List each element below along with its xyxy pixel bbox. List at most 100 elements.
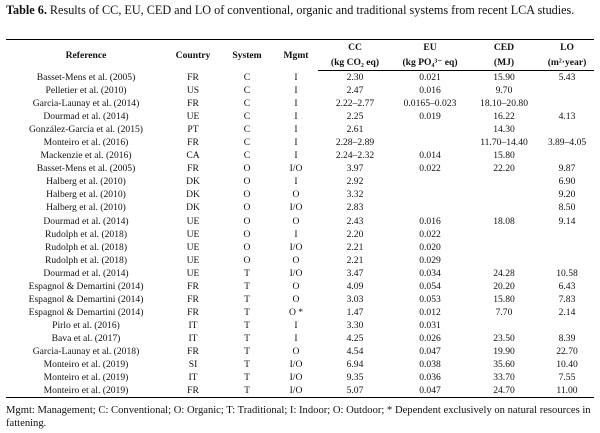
table-row: Pirlo et al. (2016) IT T I 3.30 0.031 — [6, 319, 594, 332]
table-row: Bava et al. (2017) IT T I 4.25 0.026 23.50 8.39 — [6, 332, 594, 345]
table-row: Espagnol & Demartini (2014) FR T O * 1.47 0.0… — [6, 306, 594, 319]
cell-lo: 7.83 — [558, 293, 576, 305]
cell-eu: 0.038 — [419, 359, 441, 371]
cell-country: FR — [187, 293, 199, 305]
cell-lo — [540, 84, 594, 97]
cell-system: O — [243, 176, 251, 188]
cell-mgmt: I — [294, 124, 298, 136]
header-eu: EU — [392, 39, 468, 55]
cell-cc: 3.47 — [346, 267, 364, 279]
cell-system: O — [243, 228, 251, 240]
cell-mgmt: I — [294, 332, 298, 344]
cell-mgmt: I/O — [289, 359, 303, 371]
cell-eu: 0.022 — [419, 228, 441, 240]
cell-ced: 35.60 — [493, 359, 515, 371]
cell-mgmt: O * — [288, 306, 304, 318]
cell-country: SI — [188, 359, 198, 371]
cell-system: O — [243, 241, 251, 253]
cell-country: DK — [186, 176, 200, 188]
cell-mgmt: O — [292, 215, 300, 227]
cell-system: T — [244, 280, 250, 292]
table-row: Garcia-Launay et al. (2018) FR T O 4.54 0.047… — [6, 345, 594, 358]
table-footnote: Mgmt: Management; C: Conventional; O: Or… — [6, 405, 591, 429]
cell-ced: 20.20 — [493, 280, 515, 292]
cell-mgmt: I — [294, 176, 298, 188]
cell-cc: 2.83 — [346, 202, 364, 214]
cell-ced: 19.90 — [493, 346, 515, 357]
cell-eu: 0.016 — [419, 215, 441, 227]
table-row: Halberg et al. (2010) DK O O 3.32 9.20 — [6, 188, 594, 201]
cell-eu: 0.036 — [419, 372, 441, 384]
cell-system: C — [243, 137, 251, 149]
cell-eu: 0.026 — [419, 332, 441, 344]
cell-lo — [540, 319, 594, 332]
cell-eu: 0.053 — [419, 293, 441, 305]
cell-reference: Dourmad et al. (2014) — [43, 215, 129, 227]
cell-cc: 9.35 — [346, 372, 364, 384]
cell-system: C — [243, 124, 251, 136]
cell-ced — [468, 241, 540, 254]
cell-country: FR — [187, 280, 199, 292]
cell-ced: 9.70 — [495, 85, 513, 97]
table-row: Espagnol & Demartini (2014) FR T O 3.03 0.053… — [6, 293, 594, 306]
cell-mgmt: O — [292, 280, 300, 292]
cell-mgmt: O — [292, 254, 300, 266]
cell-reference: Basset-Mens et al. (2005) — [36, 71, 136, 83]
cell-eu: 0.022 — [419, 163, 441, 175]
cell-reference: Monteiro et al. (2016) — [43, 137, 129, 149]
cell-reference: Garcia-Launay et al. (2014) — [32, 98, 140, 110]
cell-country: UE — [186, 254, 200, 266]
table-row: González-García et al. (2015) PT C I 2.61 14.… — [6, 123, 594, 136]
cell-ced: 18.10–20.80 — [480, 98, 528, 110]
cell-ced — [468, 319, 540, 332]
cell-mgmt: I — [294, 228, 298, 240]
cell-cc: 1.47 — [346, 306, 364, 318]
header-system: System — [220, 39, 274, 71]
cell-country: FR — [187, 71, 199, 83]
cell-reference: Monteiro et al. (2019) — [6, 384, 166, 399]
header-cc: CC — [318, 39, 392, 55]
cell-eu: 0.034 — [419, 267, 441, 279]
cell-system: T — [244, 319, 250, 331]
cell-ced: 7.70 — [495, 306, 513, 318]
cell-country: IT — [188, 319, 198, 331]
cell-cc: 2.20 — [346, 228, 364, 240]
table-row: Basset-Mens et al. (2005) FR C I 2.30 0.021 15… — [6, 71, 594, 85]
cell-cc: 3.30 — [346, 319, 364, 331]
cell-mgmt: O — [292, 346, 300, 357]
cell-country: US — [186, 85, 200, 97]
cell-eu: 0.012 — [419, 306, 441, 318]
cell-lo: 4.13 — [558, 111, 576, 123]
cell-system: C — [243, 85, 251, 97]
cell-ced: 24.28 — [493, 267, 515, 279]
cell-ced: 33.70 — [493, 372, 515, 384]
cell-lo: 6.90 — [558, 176, 576, 188]
cell-country: FR — [166, 384, 220, 399]
cell-country: DK — [186, 189, 200, 201]
cell-cc: 2.25 — [346, 111, 364, 123]
table-label: Table 6. — [6, 3, 47, 17]
header-country: Country — [166, 39, 220, 71]
cell-mgmt: I — [294, 98, 298, 110]
cell-system: T — [244, 346, 250, 357]
cell-reference: Espagnol & Demartini (2014) — [28, 306, 144, 318]
cell-ced: 18.08 — [493, 215, 515, 227]
cell-ced — [468, 254, 540, 267]
table-row: Monteiro et al. (2016) FR C I 2.28–2.89 11.70… — [6, 136, 594, 149]
table-row: Espagnol & Demartini (2014) FR T O 4.09 0.054… — [6, 280, 594, 293]
cell-system: T — [220, 384, 274, 399]
cell-lo: 9.14 — [558, 215, 576, 227]
header-cc-unit: (kg CO₂ eq) — [318, 55, 392, 71]
cell-mgmt: O — [292, 189, 300, 201]
cell-mgmt: I — [294, 150, 298, 162]
cell-reference: González-García et al. (2015) — [29, 124, 143, 136]
cell-reference: Pirlo et al. (2016) — [52, 319, 120, 331]
cell-system: O — [243, 163, 251, 175]
cell-lo — [540, 123, 594, 136]
cell-lo: 5.43 — [558, 72, 576, 84]
cell-reference: Dourmad et al. (2014) — [43, 111, 129, 123]
cell-ced: 23.50 — [493, 332, 515, 344]
cell-cc: 2.21 — [346, 254, 364, 266]
cell-system: O — [243, 202, 251, 214]
cell-lo: 2.14 — [558, 306, 576, 318]
